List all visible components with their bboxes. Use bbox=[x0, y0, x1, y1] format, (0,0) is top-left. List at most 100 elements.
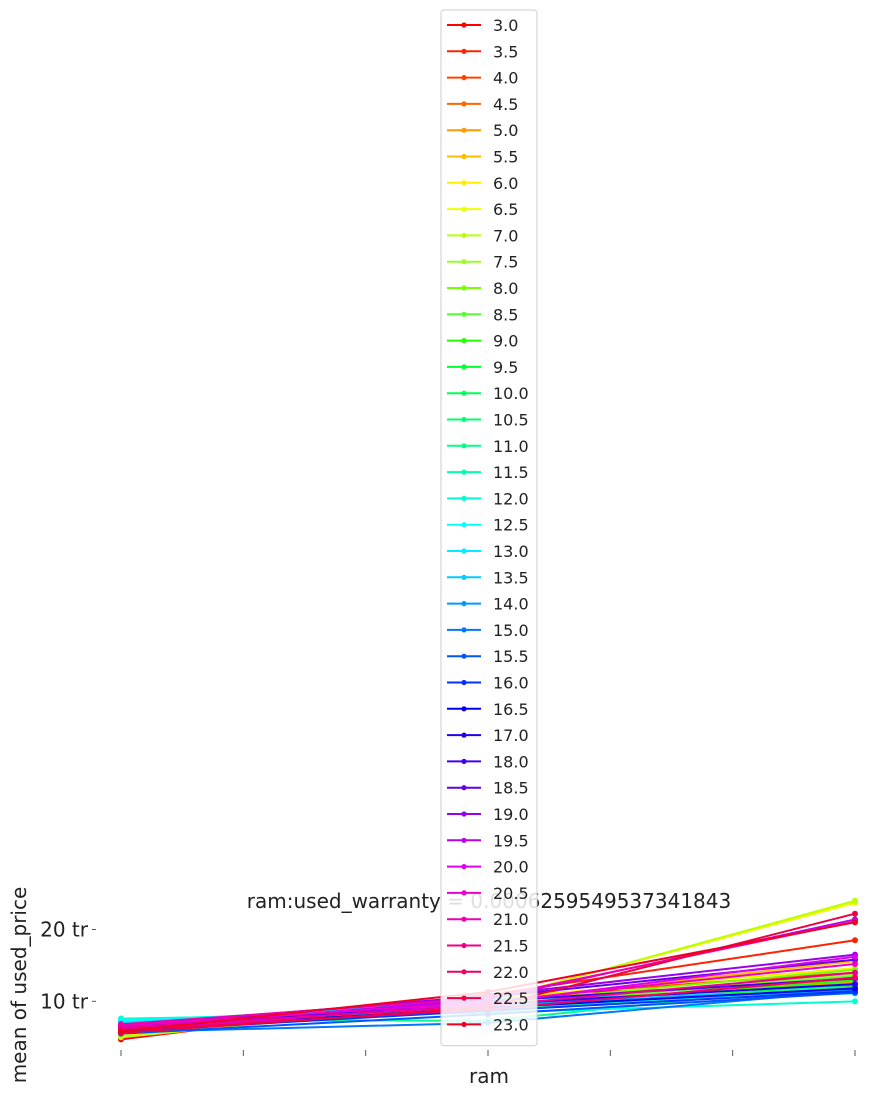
legend-item-20.0: 20.0 bbox=[447, 858, 529, 877]
data-point-23.0-2 bbox=[851, 919, 858, 926]
legend-label: 5.0 bbox=[493, 121, 518, 140]
legend-swatch-marker bbox=[461, 285, 467, 291]
legend-label: 3.0 bbox=[493, 16, 518, 35]
legend-label: 20.0 bbox=[493, 858, 529, 877]
legend-item-9.5: 9.5 bbox=[447, 358, 518, 377]
legend-swatch-marker bbox=[461, 101, 467, 107]
data-point-20.5-2 bbox=[851, 960, 858, 967]
legend-swatch-marker bbox=[461, 942, 467, 949]
legend-label: 15.0 bbox=[493, 621, 529, 640]
legend-swatch-marker bbox=[461, 522, 467, 528]
legend-item-19.0: 19.0 bbox=[447, 805, 529, 824]
legend-item-4.0: 4.0 bbox=[447, 69, 518, 88]
legend-label: 4.5 bbox=[493, 95, 518, 114]
data-point-23.0-0 bbox=[118, 1028, 125, 1035]
legend-swatch-marker bbox=[461, 311, 467, 317]
legend-swatch-marker bbox=[461, 837, 467, 843]
legend-swatch-marker bbox=[461, 206, 467, 212]
legend-label: 10.5 bbox=[493, 411, 529, 430]
legend-label: 5.5 bbox=[493, 148, 518, 167]
legend-swatch-marker bbox=[461, 916, 467, 922]
legend-item-5.5: 5.5 bbox=[447, 148, 518, 167]
legend-swatch-marker bbox=[461, 364, 467, 370]
legend-label: 9.0 bbox=[493, 332, 518, 351]
legend-swatch-marker bbox=[461, 969, 467, 975]
legend-item-23.0: 23.0 bbox=[447, 1015, 529, 1034]
legend-label: 10.0 bbox=[493, 384, 529, 403]
legend-item-11.0: 11.0 bbox=[447, 437, 529, 456]
legend-label: 13.0 bbox=[493, 542, 529, 561]
data-point-22.5-2 bbox=[851, 910, 858, 917]
legend-label: 11.0 bbox=[493, 437, 529, 456]
legend-swatch-marker bbox=[461, 48, 467, 54]
legend-item-20.5: 20.5 bbox=[447, 884, 529, 903]
legend-swatch-marker bbox=[461, 469, 467, 475]
legend-label: 11.5 bbox=[493, 463, 529, 482]
legend-label: 18.5 bbox=[493, 779, 529, 798]
legend-item-17.0: 17.0 bbox=[447, 726, 529, 745]
legend-item-16.0: 16.0 bbox=[447, 674, 529, 693]
legend-swatch-marker bbox=[461, 22, 467, 28]
legend-item-10.5: 10.5 bbox=[447, 411, 529, 430]
axes: 10 tr 20 tr bbox=[40, 918, 856, 1056]
legend-item-6.0: 6.0 bbox=[447, 174, 518, 193]
legend-swatch-marker bbox=[461, 232, 467, 238]
legend-swatch-marker bbox=[461, 864, 467, 870]
legend-item-16.5: 16.5 bbox=[447, 700, 529, 719]
legend-swatch-marker bbox=[461, 653, 467, 659]
legend-item-11.5: 11.5 bbox=[447, 463, 529, 482]
legend-swatch-marker bbox=[461, 180, 467, 186]
legend-swatch-marker bbox=[461, 627, 467, 633]
legend-swatch-marker bbox=[461, 679, 467, 686]
legend-label: 19.5 bbox=[493, 831, 529, 850]
legend-label: 6.0 bbox=[493, 174, 518, 193]
legend-label: 18.0 bbox=[493, 752, 529, 771]
legend-item-19.5: 19.5 bbox=[447, 831, 529, 850]
legend-item-22.5: 22.5 bbox=[447, 989, 529, 1008]
legend-item-12.0: 12.0 bbox=[447, 489, 529, 508]
legend-item-8.0: 8.0 bbox=[447, 279, 518, 298]
legend-item-15.0: 15.0 bbox=[447, 621, 529, 640]
legend-label: 12.0 bbox=[493, 489, 529, 508]
legend-swatch-marker bbox=[461, 1021, 467, 1027]
legend-swatch-marker bbox=[461, 601, 467, 607]
legend-label: 19.0 bbox=[493, 805, 529, 824]
legend-swatch-marker bbox=[461, 259, 467, 265]
legend-item-3.0: 3.0 bbox=[447, 16, 518, 35]
data-point-20.0-2 bbox=[851, 953, 858, 960]
legend-label: 6.5 bbox=[493, 200, 518, 219]
legend-swatch-marker bbox=[461, 153, 467, 160]
legend-item-12.5: 12.5 bbox=[447, 516, 529, 535]
data-point-16.5-2 bbox=[851, 985, 858, 992]
legend-swatch-marker bbox=[461, 758, 467, 765]
legend-swatch-marker bbox=[461, 890, 467, 896]
legend-label: 4.0 bbox=[493, 69, 518, 88]
legend-swatch-marker bbox=[461, 574, 467, 580]
legend-label: 12.5 bbox=[493, 516, 529, 535]
legend-item-21.5: 21.5 bbox=[447, 937, 529, 956]
legend-item-21.0: 21.0 bbox=[447, 910, 529, 929]
legend-label: 8.0 bbox=[493, 279, 518, 298]
legend-swatch-marker bbox=[461, 338, 467, 344]
legend-item-6.5: 6.5 bbox=[447, 200, 518, 219]
legend-swatch-marker bbox=[461, 732, 467, 738]
legend-item-8.5: 8.5 bbox=[447, 305, 518, 324]
legend-item-18.0: 18.0 bbox=[447, 752, 529, 771]
legend-item-13.5: 13.5 bbox=[447, 568, 529, 587]
y-tick-label-0: 10 tr bbox=[40, 989, 89, 1013]
x-axis-label: ram bbox=[469, 1064, 509, 1088]
legend-label: 8.5 bbox=[493, 305, 518, 324]
legend-label: 16.0 bbox=[493, 674, 529, 693]
data-point-7.0-2 bbox=[851, 897, 858, 904]
legend-swatch-marker bbox=[461, 548, 467, 554]
legend-label: 7.0 bbox=[493, 226, 518, 245]
legend-swatch-marker bbox=[461, 495, 467, 501]
legend-label: 21.0 bbox=[493, 910, 529, 929]
data-point-12.0-2 bbox=[851, 998, 858, 1005]
legend-swatch-marker bbox=[461, 995, 467, 1001]
legend-label: 20.5 bbox=[493, 884, 529, 903]
legend-item-7.5: 7.5 bbox=[447, 253, 518, 272]
legend-label: 9.5 bbox=[493, 358, 518, 377]
